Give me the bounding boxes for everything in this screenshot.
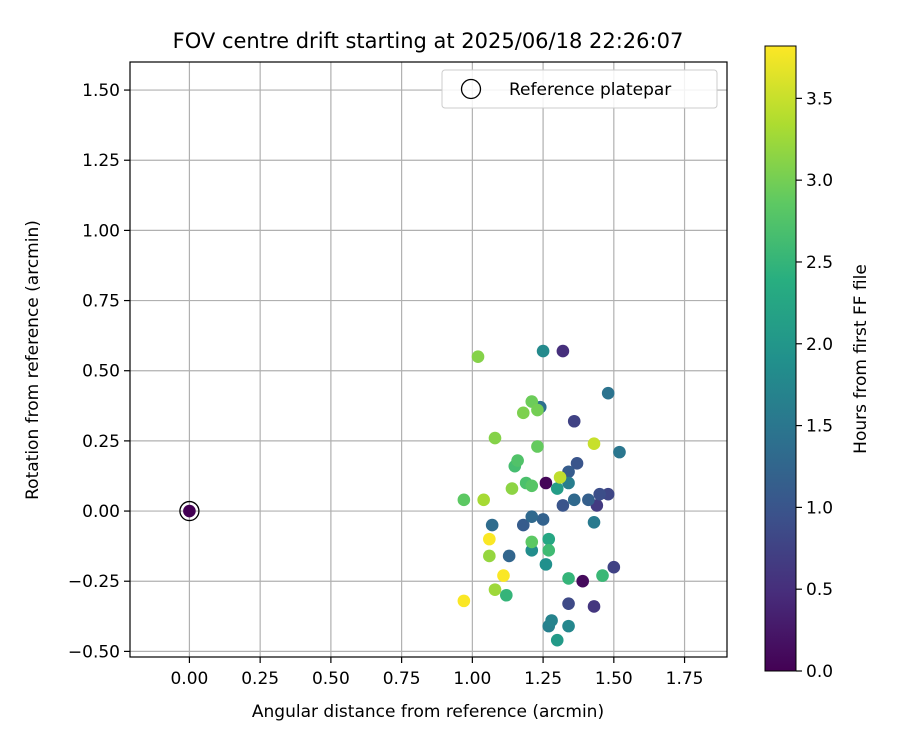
colorbar-tick-label: 0.5 [806,580,833,600]
data-point [587,600,601,613]
x-tick-label: 0.00 [170,669,208,689]
reference-platepar-marker [179,500,200,522]
x-tick-label: 1.25 [524,669,562,689]
data-point [471,350,485,363]
y-tick-label: 1.25 [82,151,120,171]
data-point [576,574,590,588]
x-tick-label: 0.50 [312,669,350,689]
colorbar: 0.0 0.5 1.0 1.5 2.0 2.5 3.0 3.5 Hours from firs… [764,45,871,682]
colorbar-tick-label: 2.5 [806,253,833,273]
x-axis-ticks: 0.00 0.25 0.50 0.75 1.00 1.25 1.50 1.75 [170,657,703,689]
data-point [562,597,575,610]
x-tick-label: 1.50 [595,669,633,689]
data-point [483,532,496,546]
data-point [488,583,502,596]
data-point [511,454,524,467]
data-point [457,493,471,507]
data-point [567,493,581,507]
y-tick-label: 0.00 [82,502,120,522]
y-tick-label: 0.25 [82,432,120,452]
x-tick-label: 0.75 [383,669,421,689]
y-tick-label: 1.50 [82,81,120,101]
data-point [525,479,539,493]
legend-box [441,69,718,109]
data-point [539,558,553,571]
data-point [516,406,530,420]
data-points [179,344,626,647]
colorbar-tick-label: 0.0 [806,662,833,682]
data-point [607,560,621,574]
y-tick-label: −0.25 [68,572,120,592]
data-point [542,532,556,546]
colorbar-ticks: 0.0 0.5 1.0 1.5 2.0 2.5 3.0 3.5 [796,89,833,682]
data-point [531,440,544,453]
data-point [556,344,570,358]
data-point [550,482,564,495]
data-point [601,386,615,400]
data-point [553,471,567,484]
data-point [183,504,196,518]
colorbar-tick-label: 2.0 [806,335,833,355]
colorbar-label: Hours from first FF file [851,264,871,454]
data-point [596,569,609,582]
data-point [562,619,575,633]
data-point [562,572,575,585]
data-point [525,510,539,523]
colorbar-tick-label: 3.5 [806,89,833,109]
plot-area-frame [129,61,728,658]
grid [130,62,727,657]
data-point [582,493,595,507]
x-tick-label: 1.75 [666,669,704,689]
colorbar-tick-label: 1.0 [806,498,833,518]
data-point [567,414,581,428]
data-point [570,457,584,470]
data-point [539,476,553,490]
y-axis-label: Rotation from reference (arcmin) [23,220,43,500]
data-point [505,482,519,495]
legend-marker-reference [460,78,482,100]
x-tick-label: 0.25 [241,669,279,689]
y-axis-ticks: −0.50 −0.25 0.00 0.25 0.50 0.75 1.00 1.25 1.50 [68,81,130,662]
y-tick-label: 0.50 [82,362,120,382]
data-point [536,344,550,358]
data-point [500,588,513,602]
data-point [593,487,606,501]
data-point [502,549,516,563]
data-point [525,535,539,549]
y-tick-label: −0.50 [68,642,120,662]
x-tick-label: 1.00 [453,669,491,689]
data-point [545,614,558,627]
data-point [485,518,499,532]
x-axis-label: Angular distance from reference (arcmin) [252,702,604,722]
legend-label-reference: Reference platepar [509,80,671,100]
data-point [613,445,626,459]
data-point [531,403,544,417]
data-point [542,544,556,557]
data-point [488,431,502,445]
data-point [587,515,601,529]
y-tick-label: 1.00 [82,221,120,241]
data-point [587,437,601,450]
legend: Reference platepar [441,69,718,109]
data-point [457,594,471,608]
data-point [483,549,496,563]
colorbar-gradient [764,45,797,672]
data-point [550,633,564,647]
colorbar-tick-label: 1.5 [806,417,833,437]
data-point [556,499,570,512]
y-tick-label: 0.75 [82,292,120,312]
data-point [497,569,510,582]
data-point [516,518,530,532]
data-point [477,493,490,507]
chart-title: FOV centre drift starting at 2025/06/18 … [173,29,684,53]
colorbar-tick-label: 3.0 [806,171,833,191]
data-point [536,513,550,526]
